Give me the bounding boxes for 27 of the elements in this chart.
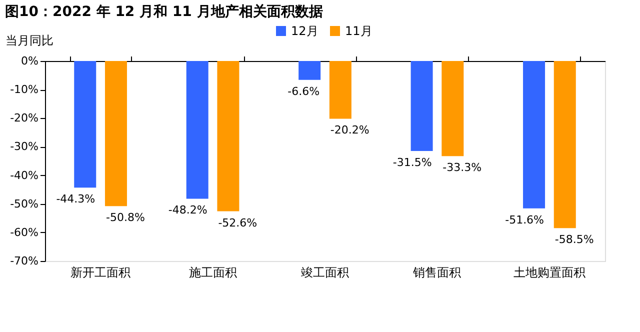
y-tick-label: 0% <box>21 54 38 68</box>
x-tick-label: 新开工面积 <box>70 266 131 280</box>
legend-label: 12月 <box>291 24 318 38</box>
data-label: -20.2% <box>330 124 370 137</box>
x-tick-label: 施工面积 <box>188 266 237 280</box>
y-tick-label: -20% <box>10 112 38 125</box>
x-tick-label: 竣工面积 <box>301 266 349 280</box>
y-axis-title: 当月同比 <box>6 34 54 48</box>
y-tick-label: -30% <box>10 140 38 154</box>
data-label: -44.3% <box>56 192 96 206</box>
data-label: -48.2% <box>168 204 208 217</box>
chart-title: 图10：2022 年 12 月和 11 月地产相关面积数据 <box>5 3 323 20</box>
data-label: -31.5% <box>392 156 432 169</box>
y-tick-label: -50% <box>10 197 38 210</box>
y-tick-label: -60% <box>10 226 38 239</box>
legend-label: 11月 <box>345 24 372 38</box>
x-tick-label: 销售面积 <box>412 266 462 280</box>
data-label: -52.6% <box>218 216 258 230</box>
x-tick-label: 土地购置面积 <box>513 266 586 280</box>
data-label: -51.6% <box>505 213 544 226</box>
data-label: -33.3% <box>442 161 482 174</box>
y-tick-label: -70% <box>10 254 38 268</box>
y-tick-label: -40% <box>10 168 38 182</box>
data-label: -6.6% <box>288 84 320 98</box>
y-tick-label: -10% <box>10 83 38 96</box>
data-label: -58.5% <box>554 233 594 246</box>
data-label: -50.8% <box>106 211 145 224</box>
